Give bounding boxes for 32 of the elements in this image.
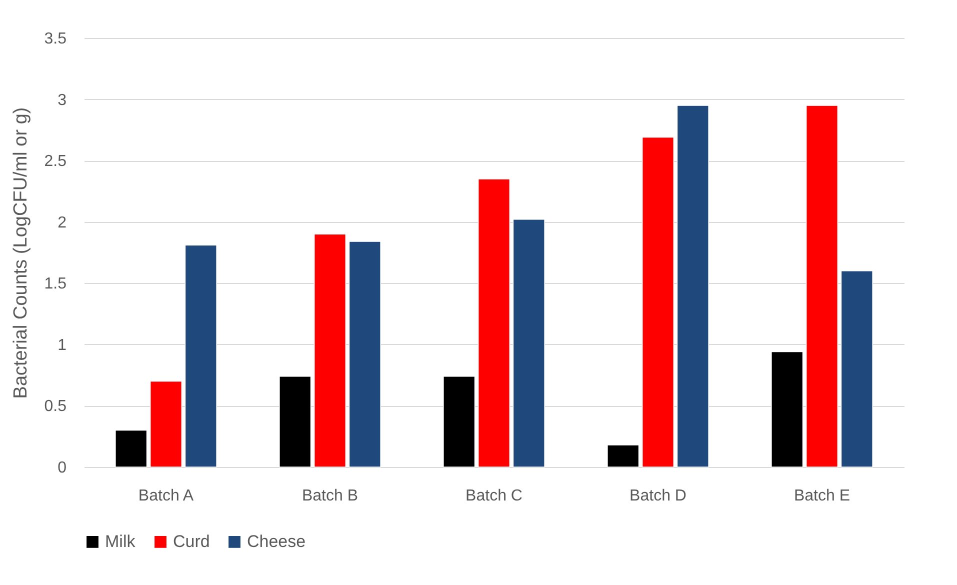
bar	[478, 178, 510, 468]
bar	[314, 234, 346, 468]
y-tick-label: 2	[58, 214, 67, 232]
legend-label: Cheese	[247, 532, 306, 551]
bar	[443, 376, 476, 468]
x-tick-label: Batch B	[302, 488, 358, 504]
bar	[840, 270, 873, 468]
bar	[806, 105, 838, 468]
y-tick-label: 1.5	[44, 276, 67, 293]
y-axis-title: Bacterial Counts (LogCFU/ml or g)	[10, 107, 32, 399]
legend-label: Milk	[105, 532, 136, 551]
bar	[771, 351, 804, 468]
bar	[348, 241, 381, 468]
y-tick-label: 3	[58, 92, 67, 109]
x-tick-label: Batch D	[630, 488, 686, 504]
bar	[279, 376, 312, 468]
bar	[642, 136, 674, 468]
x-tick-label: Batch A	[138, 488, 194, 504]
bar	[150, 380, 182, 468]
x-tick-label: Batch C	[466, 488, 522, 504]
bar	[676, 105, 709, 468]
bar	[184, 244, 217, 468]
y-tick-label: 0.5	[44, 398, 67, 416]
bar	[512, 219, 545, 468]
bar	[607, 444, 640, 468]
y-tick-label: 0	[58, 460, 67, 476]
y-tick-label: 3.5	[44, 30, 67, 48]
bar	[115, 430, 148, 468]
legend-label: Curd	[173, 532, 210, 551]
y-tick-label: 2.5	[44, 153, 67, 170]
y-tick-label: 1	[58, 336, 67, 354]
x-tick-label: Batch E	[794, 488, 850, 504]
